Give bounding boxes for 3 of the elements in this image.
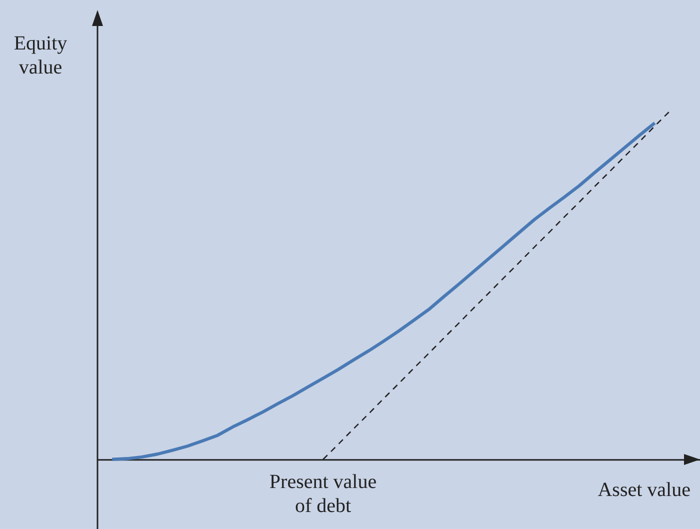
text: Present value of debt bbox=[268, 470, 378, 518]
y-axis-title: Equity value bbox=[14, 32, 68, 78]
x-axis-title: Asset value bbox=[598, 478, 691, 501]
